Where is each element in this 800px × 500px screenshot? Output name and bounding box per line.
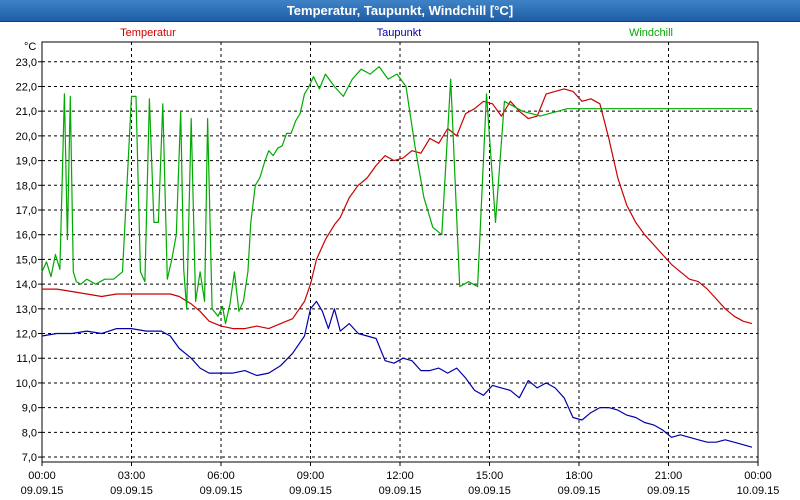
series-lines xyxy=(41,66,753,448)
y-axis: °C 23,0 22,0 21,0 20,0 19,0 18,0 17,0 16,0 15,0 1… xyxy=(16,41,42,464)
x-tick-date-label: 09.09.15 xyxy=(289,485,332,497)
x-tick-time-label: 03:00 xyxy=(118,470,146,482)
x-tick-time-label: 21:00 xyxy=(655,470,683,482)
y-tick-label: 7,0 xyxy=(22,452,37,464)
y-tick-label: 10,0 xyxy=(16,378,37,390)
y-tick-label: 17,0 xyxy=(16,205,37,217)
y-tick-label: 23,0 xyxy=(16,57,37,69)
y-tick-label: 21,0 xyxy=(16,106,37,118)
y-tick-label: 22,0 xyxy=(16,81,37,93)
x-tick-date-label: 09.09.15 xyxy=(200,485,243,497)
x-tick-time-label: 06:00 xyxy=(207,470,235,482)
y-tick-label: 16,0 xyxy=(16,230,37,242)
y-tick-label: 15,0 xyxy=(16,254,37,266)
x-tick-date-label: 09.09.15 xyxy=(379,485,422,497)
series-line-windchill xyxy=(41,66,752,325)
x-tick-time-label: 00:00 xyxy=(744,470,772,482)
legend-label-windchill: Windchill xyxy=(629,27,673,39)
x-tick-time-label: 09:00 xyxy=(297,470,325,482)
x-tick-time-label: 00:00 xyxy=(28,470,56,482)
legend: Temperatur Taupunkt Windchill xyxy=(120,27,673,39)
y-axis-unit-label: °C xyxy=(24,41,36,53)
series-line-temperatur xyxy=(42,88,753,330)
x-tick-time-label: 12:00 xyxy=(386,470,414,482)
y-tick-label: 19,0 xyxy=(16,156,37,168)
x-tick-date-label: 09.09.15 xyxy=(558,485,601,497)
y-tick-label: 11,0 xyxy=(16,353,37,365)
legend-label-temperatur: Temperatur xyxy=(120,27,176,39)
x-tick-date-label: 09.09.15 xyxy=(110,485,153,497)
x-tick-date-label: 10.09.15 xyxy=(737,485,780,497)
y-tick-label: 18,0 xyxy=(16,180,37,192)
x-tick-date-label: 09.09.15 xyxy=(21,485,64,497)
x-tick-time-label: 15:00 xyxy=(476,470,504,482)
y-tick-label: 9,0 xyxy=(22,403,37,415)
chart-title: Temperatur, Taupunkt, Windchill [°C] xyxy=(0,0,800,22)
y-tick-label: 20,0 xyxy=(16,131,37,143)
x-tick-time-label: 18:00 xyxy=(565,470,593,482)
x-tick-date-label: 09.09.15 xyxy=(647,485,690,497)
y-tick-label: 8,0 xyxy=(22,427,37,439)
y-tick-label: 12,0 xyxy=(16,329,37,341)
series-line-taupunkt xyxy=(41,300,753,448)
grid-lines xyxy=(42,42,758,462)
x-axis: 00:00 09.09.15 03:00 09.09.15 06:00 09.09.15 0… xyxy=(21,462,780,497)
legend-label-taupunkt: Taupunkt xyxy=(377,27,422,39)
y-tick-label: 14,0 xyxy=(16,279,37,291)
temperature-chart: °C 23,0 22,0 21,0 20,0 19,0 18,0 17,0 16,0 15,0 1… xyxy=(16,27,780,497)
x-tick-date-label: 09.09.15 xyxy=(468,485,511,497)
y-tick-label: 13,0 xyxy=(16,304,37,316)
